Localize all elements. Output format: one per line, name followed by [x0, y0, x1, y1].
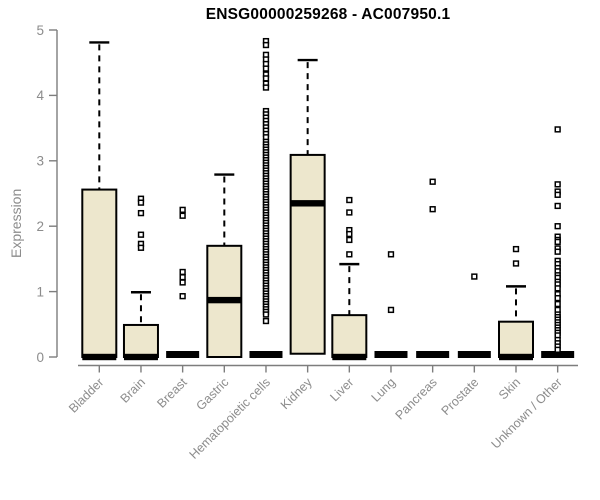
category-label-lung: Lung: [369, 375, 399, 405]
outlier-liver: [346, 251, 353, 258]
category-label-unknown-other: Unknown / Other: [489, 375, 565, 451]
outlier-liver: [346, 209, 353, 216]
outlier-pancreas: [429, 178, 436, 185]
outlier-unknown-other: [554, 285, 561, 292]
outlier-liver: [346, 230, 353, 238]
median-skin: [499, 353, 533, 361]
y-axis-label: Expression: [8, 188, 24, 258]
outlier-unknown-other: [554, 202, 561, 210]
category-label-brain: Brain: [118, 375, 149, 406]
outlier-brain: [137, 244, 145, 251]
outlier-unknown-other: [554, 248, 561, 255]
outlier-lung: [387, 306, 395, 314]
category-label-bladder: Bladder: [66, 375, 106, 415]
category-label-breast: Breast: [154, 375, 190, 411]
median-liver: [332, 353, 367, 361]
outlier-hematopoietic-cells: [262, 317, 270, 325]
category-label-hematopoietic-cells: Hematopoietic cells: [187, 375, 274, 462]
outlier-pancreas: [429, 206, 436, 213]
flat-box-unknown-other: [541, 351, 575, 358]
outlier-brain: [137, 199, 145, 206]
flat-box-breast: [166, 351, 200, 358]
outlier-liver: [346, 196, 353, 204]
category-label-liver: Liver: [327, 375, 356, 404]
outlier-skin: [512, 245, 520, 253]
y-tick-label: 4: [36, 88, 44, 103]
box-liver: [331, 314, 368, 359]
category-label-pancreas: Pancreas: [393, 375, 440, 422]
outlier-prostate: [471, 273, 478, 280]
outlier-unknown-other: [554, 300, 561, 308]
y-tick-label: 1: [36, 284, 44, 299]
outlier-breast: [179, 293, 186, 300]
outlier-unknown-other: [554, 126, 561, 133]
outlier-unknown-other: [554, 346, 561, 353]
outlier-hematopoietic-cells: [262, 311, 270, 318]
flat-box-prostate: [457, 351, 491, 358]
y-tick-label: 5: [36, 23, 44, 38]
outlier-breast: [179, 268, 186, 276]
category-label-kidney: Kidney: [278, 375, 315, 412]
median-kidney: [290, 200, 325, 207]
box-skin: [498, 320, 534, 358]
median-gastric: [207, 296, 242, 304]
outlier-hematopoietic-cells: [262, 75, 270, 82]
outlier-brain: [137, 209, 145, 217]
flat-box-hematopoietic-cells: [249, 351, 283, 358]
outlier-breast: [179, 212, 186, 219]
y-tick-label: 0: [36, 350, 44, 365]
box-brain: [122, 323, 159, 359]
y-tick-label: 3: [36, 154, 44, 169]
outlier-liver: [346, 236, 353, 244]
outlier-hematopoietic-cells: [262, 84, 270, 91]
y-tick-label: 2: [36, 219, 44, 234]
outlier-brain: [137, 231, 145, 238]
outlier-breast: [179, 274, 186, 281]
outlier-breast: [179, 206, 186, 213]
outlier-unknown-other: [554, 294, 561, 302]
outlier-breast: [179, 279, 186, 286]
median-bladder: [82, 353, 117, 361]
category-label-gastric: Gastric: [194, 375, 232, 413]
outlier-hematopoietic-cells: [262, 65, 270, 72]
outlier-hematopoietic-cells: [262, 41, 270, 49]
outlier-unknown-other: [554, 191, 561, 198]
median-brain: [123, 353, 158, 361]
category-label-skin: Skin: [496, 375, 523, 402]
outlier-unknown-other: [554, 181, 561, 188]
category-label-prostate: Prostate: [439, 375, 482, 418]
outlier-skin: [512, 260, 520, 267]
box-bladder: [81, 188, 118, 358]
flat-box-pancreas: [416, 351, 450, 358]
flat-box-lung: [374, 351, 408, 358]
outlier-unknown-other: [554, 238, 561, 246]
box-kidney: [289, 153, 326, 355]
outlier-lung: [387, 251, 395, 258]
chart-title: ENSG00000259268 - AC007950.1: [205, 6, 451, 23]
outlier-unknown-other: [554, 223, 561, 230]
